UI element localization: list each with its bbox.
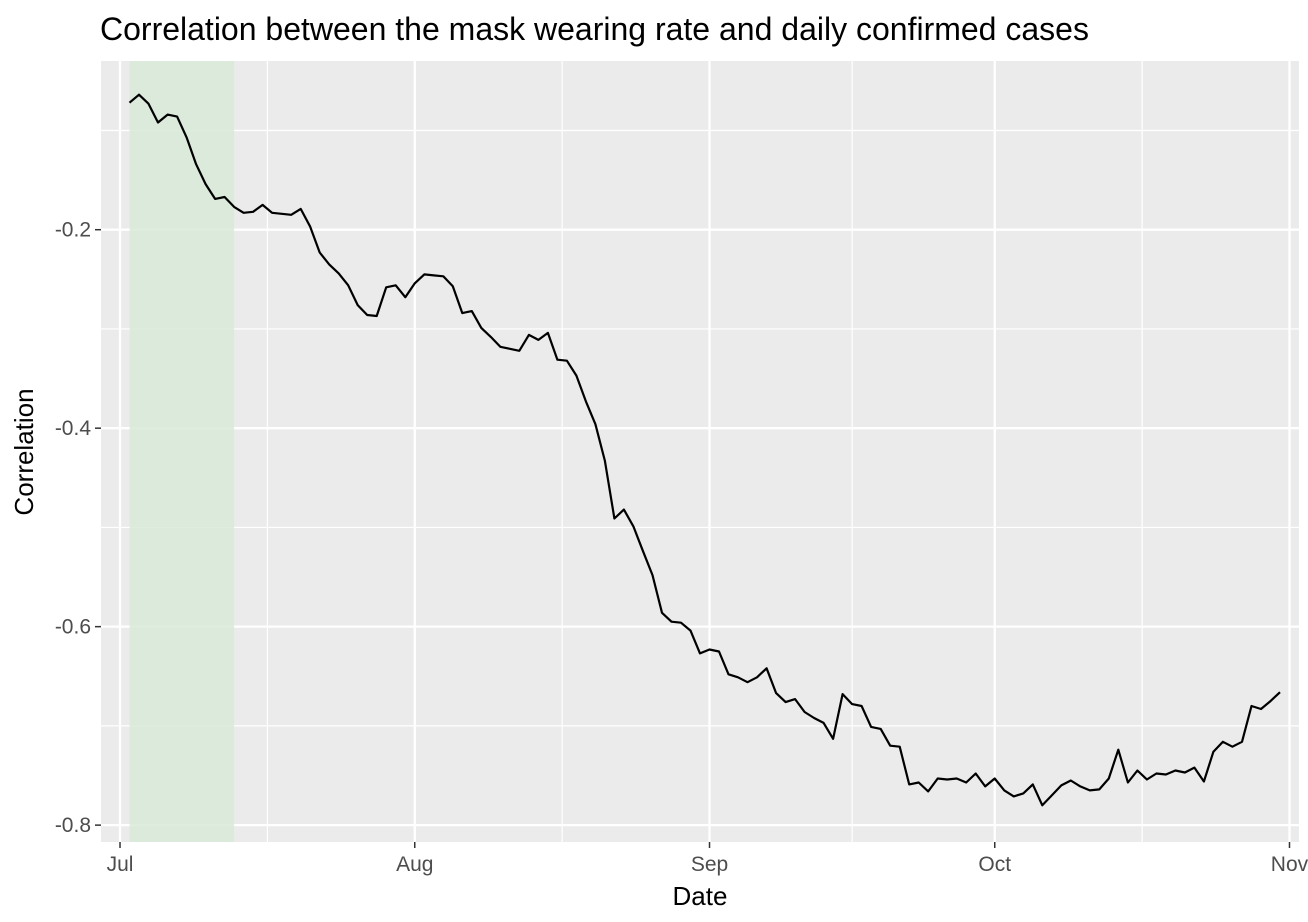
y-tick-label: -0.6: [55, 616, 91, 639]
x-tick-label: Jul: [107, 853, 134, 876]
x-tick-label: Sep: [691, 853, 728, 876]
y-tick-label: -0.4: [55, 417, 92, 440]
y-axis: -0.2 -0.4 -0.6 -0.8: [55, 219, 101, 837]
correlation-line: [128, 93, 1281, 807]
minor-grid: [101, 61, 1299, 842]
y-tick-label: -0.2: [55, 219, 91, 242]
shaded-period: [129, 61, 235, 842]
x-axis-title: Date: [673, 881, 728, 911]
series-layer: [128, 93, 1281, 807]
x-axis: Jul Aug Sep Oct Nov: [107, 842, 1308, 876]
chart-title: Correlation between the mask wearing rat…: [100, 11, 1089, 47]
highlight-layer: [129, 61, 235, 842]
major-grid: [101, 61, 1299, 842]
plot-panel: [101, 61, 1299, 842]
y-axis-title: Correlation: [9, 388, 39, 515]
y-tick-label: -0.8: [55, 814, 91, 837]
x-tick-label: Nov: [1271, 853, 1308, 876]
x-tick-label: Aug: [396, 853, 433, 876]
x-tick-label: Oct: [978, 853, 1011, 876]
